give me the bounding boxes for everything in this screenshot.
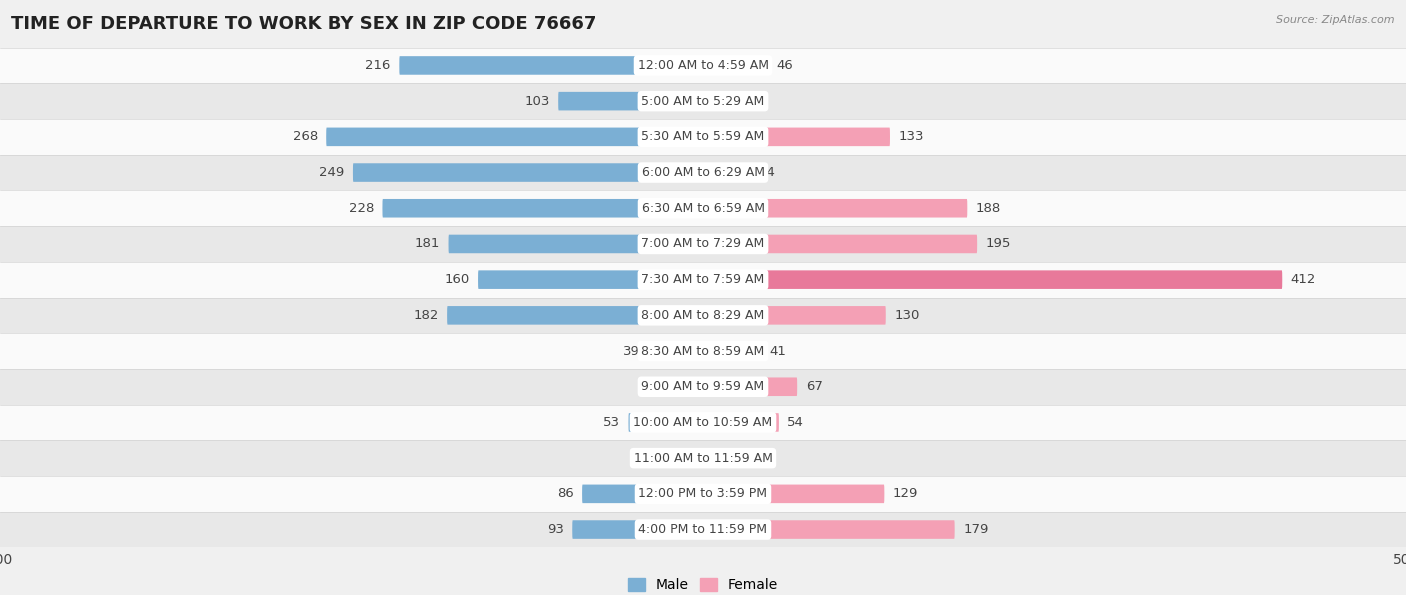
Bar — [0, 512, 1406, 547]
Bar — [0, 48, 1406, 83]
Text: TIME OF DEPARTURE TO WORK BY SEX IN ZIP CODE 76667: TIME OF DEPARTURE TO WORK BY SEX IN ZIP … — [11, 15, 596, 33]
Text: 12:00 AM to 4:59 AM: 12:00 AM to 4:59 AM — [637, 59, 769, 72]
FancyBboxPatch shape — [478, 270, 703, 289]
Text: 10:00 AM to 10:59 AM: 10:00 AM to 10:59 AM — [634, 416, 772, 429]
Text: 5:30 AM to 5:59 AM: 5:30 AM to 5:59 AM — [641, 130, 765, 143]
FancyBboxPatch shape — [582, 484, 703, 503]
Text: 0: 0 — [711, 452, 720, 465]
Text: 34: 34 — [759, 166, 776, 179]
Bar — [0, 369, 1406, 405]
Text: Source: ZipAtlas.com: Source: ZipAtlas.com — [1277, 15, 1395, 25]
Bar — [0, 226, 1406, 262]
Text: 182: 182 — [413, 309, 439, 322]
Text: 6:00 AM to 6:29 AM: 6:00 AM to 6:29 AM — [641, 166, 765, 179]
FancyBboxPatch shape — [665, 377, 703, 396]
Text: 412: 412 — [1291, 273, 1316, 286]
Text: 54: 54 — [787, 416, 804, 429]
FancyBboxPatch shape — [692, 449, 703, 468]
FancyBboxPatch shape — [572, 520, 703, 539]
FancyBboxPatch shape — [703, 234, 977, 253]
Text: 133: 133 — [898, 130, 924, 143]
FancyBboxPatch shape — [703, 92, 728, 111]
Text: 8:30 AM to 8:59 AM: 8:30 AM to 8:59 AM — [641, 345, 765, 358]
FancyBboxPatch shape — [703, 413, 779, 432]
Text: 86: 86 — [557, 487, 574, 500]
Text: 6:30 AM to 6:59 AM: 6:30 AM to 6:59 AM — [641, 202, 765, 215]
FancyBboxPatch shape — [353, 163, 703, 182]
FancyBboxPatch shape — [703, 342, 761, 361]
FancyBboxPatch shape — [326, 127, 703, 146]
FancyBboxPatch shape — [382, 199, 703, 218]
FancyBboxPatch shape — [703, 127, 890, 146]
Text: 129: 129 — [893, 487, 918, 500]
Bar — [0, 440, 1406, 476]
Text: 228: 228 — [349, 202, 374, 215]
Bar — [0, 155, 1406, 190]
Text: 39: 39 — [623, 345, 640, 358]
Text: 46: 46 — [776, 59, 793, 72]
Text: 12:00 PM to 3:59 PM: 12:00 PM to 3:59 PM — [638, 487, 768, 500]
Bar — [0, 333, 1406, 369]
Text: 130: 130 — [894, 309, 920, 322]
Text: 181: 181 — [415, 237, 440, 250]
FancyBboxPatch shape — [558, 92, 703, 111]
FancyBboxPatch shape — [703, 484, 884, 503]
Text: 5:00 AM to 5:29 AM: 5:00 AM to 5:29 AM — [641, 95, 765, 108]
Text: 53: 53 — [603, 416, 620, 429]
Text: 268: 268 — [292, 130, 318, 143]
FancyBboxPatch shape — [648, 342, 703, 361]
Text: 41: 41 — [769, 345, 786, 358]
Text: 216: 216 — [366, 59, 391, 72]
FancyBboxPatch shape — [703, 377, 797, 396]
FancyBboxPatch shape — [703, 163, 751, 182]
Text: 67: 67 — [806, 380, 823, 393]
Bar — [0, 119, 1406, 155]
Text: 8:00 AM to 8:29 AM: 8:00 AM to 8:29 AM — [641, 309, 765, 322]
Text: 27: 27 — [640, 380, 657, 393]
FancyBboxPatch shape — [449, 234, 703, 253]
Bar — [0, 83, 1406, 119]
FancyBboxPatch shape — [703, 270, 1282, 289]
Legend: Male, Female: Male, Female — [623, 573, 783, 595]
Text: 7:00 AM to 7:29 AM: 7:00 AM to 7:29 AM — [641, 237, 765, 250]
Text: 8: 8 — [675, 452, 683, 465]
Bar — [0, 298, 1406, 333]
Text: 188: 188 — [976, 202, 1001, 215]
Bar — [0, 190, 1406, 226]
Text: 179: 179 — [963, 523, 988, 536]
FancyBboxPatch shape — [703, 520, 955, 539]
Text: 160: 160 — [444, 273, 470, 286]
Text: 11:00 AM to 11:59 AM: 11:00 AM to 11:59 AM — [634, 452, 772, 465]
Text: 9:00 AM to 9:59 AM: 9:00 AM to 9:59 AM — [641, 380, 765, 393]
Text: 7:30 AM to 7:59 AM: 7:30 AM to 7:59 AM — [641, 273, 765, 286]
Bar — [0, 262, 1406, 298]
Text: 4:00 PM to 11:59 PM: 4:00 PM to 11:59 PM — [638, 523, 768, 536]
FancyBboxPatch shape — [628, 413, 703, 432]
Bar — [0, 476, 1406, 512]
Text: 18: 18 — [737, 95, 754, 108]
Text: 103: 103 — [524, 95, 550, 108]
FancyBboxPatch shape — [703, 56, 768, 75]
Text: 93: 93 — [547, 523, 564, 536]
FancyBboxPatch shape — [447, 306, 703, 325]
FancyBboxPatch shape — [399, 56, 703, 75]
FancyBboxPatch shape — [703, 306, 886, 325]
Text: 195: 195 — [986, 237, 1011, 250]
FancyBboxPatch shape — [703, 199, 967, 218]
Bar — [0, 405, 1406, 440]
Text: 249: 249 — [319, 166, 344, 179]
